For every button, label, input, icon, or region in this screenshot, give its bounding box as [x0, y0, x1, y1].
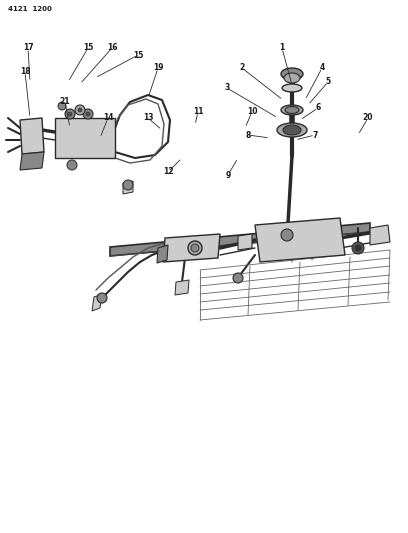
- Text: 11: 11: [193, 108, 203, 117]
- Ellipse shape: [282, 84, 302, 92]
- Polygon shape: [55, 118, 115, 158]
- Circle shape: [68, 112, 72, 116]
- Ellipse shape: [284, 73, 300, 83]
- Ellipse shape: [281, 105, 303, 115]
- Circle shape: [233, 273, 243, 283]
- Polygon shape: [110, 223, 370, 256]
- Polygon shape: [370, 225, 390, 245]
- Circle shape: [355, 245, 361, 251]
- Circle shape: [97, 293, 107, 303]
- Circle shape: [65, 109, 75, 119]
- Text: 19: 19: [153, 63, 163, 72]
- Circle shape: [281, 229, 293, 241]
- Polygon shape: [157, 245, 168, 263]
- Text: 5: 5: [326, 77, 330, 86]
- Text: 12: 12: [163, 167, 173, 176]
- Text: 3: 3: [224, 84, 230, 93]
- Circle shape: [123, 180, 133, 190]
- Polygon shape: [20, 118, 44, 154]
- Text: 15: 15: [133, 51, 143, 60]
- Text: 10: 10: [247, 108, 257, 117]
- Text: 1: 1: [279, 44, 285, 52]
- Circle shape: [75, 105, 85, 115]
- Circle shape: [67, 160, 77, 170]
- Text: 2: 2: [239, 63, 245, 72]
- Text: 13: 13: [143, 114, 153, 123]
- Text: 15: 15: [83, 44, 93, 52]
- Text: 9: 9: [225, 171, 231, 180]
- Polygon shape: [238, 234, 252, 250]
- Text: 8: 8: [245, 131, 251, 140]
- Text: 6: 6: [315, 103, 321, 112]
- Ellipse shape: [277, 123, 307, 137]
- Ellipse shape: [283, 125, 301, 135]
- Circle shape: [83, 109, 93, 119]
- Text: 18: 18: [20, 68, 30, 77]
- Circle shape: [188, 241, 202, 255]
- Circle shape: [352, 242, 364, 254]
- Text: 21: 21: [60, 98, 70, 107]
- Circle shape: [86, 112, 90, 116]
- Circle shape: [191, 244, 199, 252]
- Circle shape: [58, 102, 66, 110]
- Polygon shape: [20, 152, 44, 170]
- Text: 4: 4: [319, 63, 325, 72]
- Polygon shape: [175, 280, 189, 295]
- Text: 7: 7: [312, 131, 318, 140]
- Polygon shape: [163, 234, 220, 262]
- Ellipse shape: [281, 68, 303, 80]
- Polygon shape: [92, 294, 102, 311]
- Text: 17: 17: [23, 44, 33, 52]
- Circle shape: [78, 108, 82, 112]
- Text: 14: 14: [103, 114, 113, 123]
- Polygon shape: [255, 218, 345, 262]
- Polygon shape: [123, 181, 133, 194]
- Text: 20: 20: [363, 114, 373, 123]
- Text: 4121  1200: 4121 1200: [8, 6, 52, 12]
- Text: 16: 16: [107, 44, 117, 52]
- Ellipse shape: [285, 107, 299, 114]
